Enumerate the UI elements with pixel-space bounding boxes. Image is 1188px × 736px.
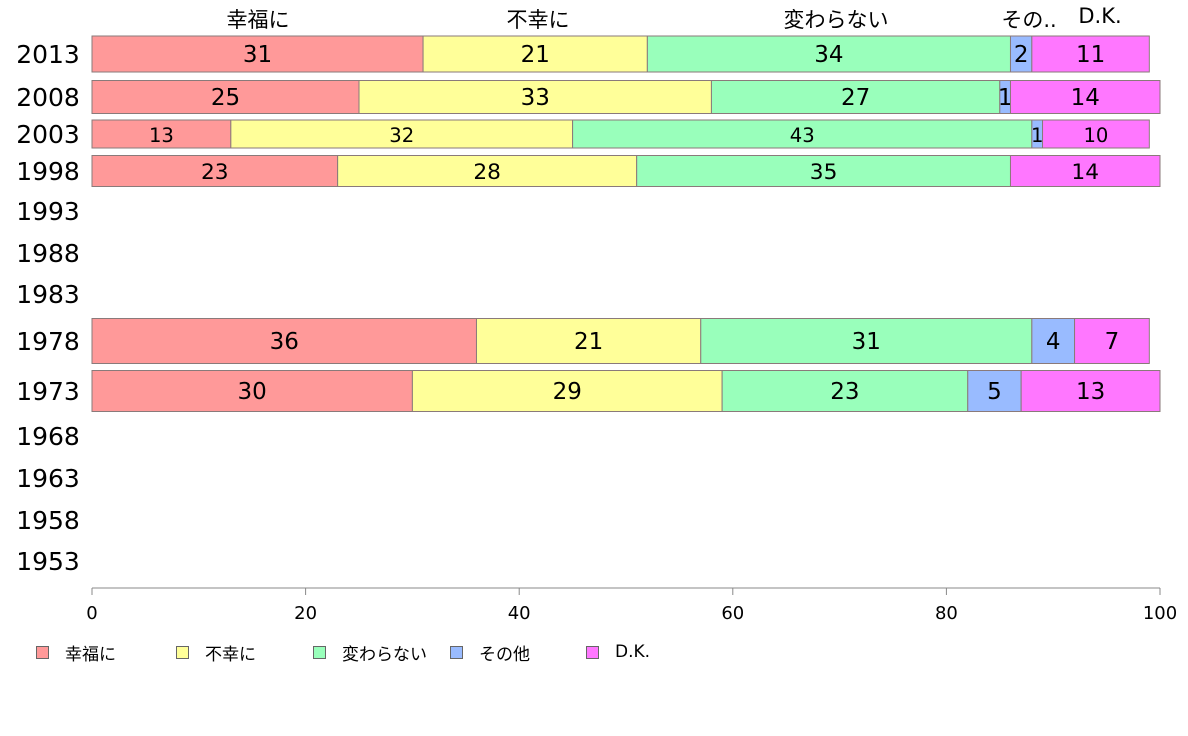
data-label: 30 — [238, 379, 267, 405]
x-tick-label: 100 — [1143, 603, 1177, 624]
data-label: 34 — [814, 42, 843, 68]
year-label: 1998 — [16, 157, 80, 186]
x-tick-label: 40 — [508, 603, 531, 624]
data-label: 21 — [521, 42, 550, 68]
data-label: 21 — [574, 329, 603, 355]
legend-label: 変わらない — [342, 644, 427, 665]
year-label: 2003 — [16, 120, 80, 149]
data-label: 2 — [1014, 42, 1029, 68]
data-label: 7 — [1105, 329, 1120, 355]
x-tick-label: 60 — [721, 603, 744, 624]
bar-segment — [411, 370, 723, 412]
data-label: 28 — [473, 160, 501, 185]
legend-swatch — [313, 645, 326, 659]
x-tick-label: 80 — [935, 603, 958, 624]
data-label: 13 — [1076, 379, 1105, 405]
bar-segment — [230, 119, 574, 149]
year-label: 1958 — [16, 506, 80, 535]
bar-segment — [475, 318, 702, 364]
bar-segment — [700, 318, 1033, 364]
header-label: 不幸に — [506, 8, 570, 32]
bar-segment — [1031, 318, 1076, 364]
bar-segment — [1031, 35, 1150, 73]
year-label: 1983 — [16, 280, 80, 309]
legend-swatch — [586, 645, 599, 659]
bar-segment — [1009, 155, 1161, 187]
legend-label: 不幸に — [205, 644, 256, 665]
data-label: 23 — [201, 160, 229, 185]
year-label: 1963 — [16, 464, 80, 493]
bar-segment — [1020, 370, 1161, 412]
year-label: 1968 — [16, 422, 80, 451]
legend-label: D.K. — [615, 642, 651, 662]
x-tick-label: 0 — [86, 603, 97, 624]
year-label: 2013 — [16, 40, 80, 69]
x-axis: 0 20 40 60 80 100 — [86, 587, 1177, 624]
legend-swatch — [176, 645, 189, 659]
legend: 幸福に 不幸に 変わらない その他 D.K. — [36, 640, 936, 665]
bar-segment — [636, 155, 1011, 187]
data-label: 14 — [1071, 85, 1100, 111]
legend-item: 変わらない — [313, 640, 427, 665]
bar-segment — [91, 119, 232, 149]
year-label: 1993 — [16, 197, 80, 226]
year-label: 1978 — [16, 327, 80, 356]
bar-segment — [91, 155, 339, 187]
bar-segment — [572, 119, 1033, 149]
bar-segment — [646, 35, 1011, 73]
bar-segment — [1009, 80, 1161, 114]
data-label: 32 — [389, 124, 414, 147]
legend-item: その他 — [450, 640, 530, 665]
bar-segment — [1074, 318, 1150, 364]
data-label: 43 — [790, 124, 815, 147]
bar-segment — [422, 35, 648, 73]
legend-label: その他 — [479, 644, 530, 665]
data-label: 14 — [1071, 160, 1099, 185]
bar-segment — [358, 80, 712, 114]
legend-item: 幸福に — [36, 640, 116, 665]
bar-segment — [337, 155, 638, 187]
data-label: 29 — [553, 379, 582, 405]
legend-item: 不幸に — [176, 640, 256, 665]
year-label: 1973 — [16, 377, 80, 406]
header-label: その.. — [1001, 8, 1057, 32]
year-label: 1988 — [16, 239, 80, 268]
year-labels: 2013 2008 2003 1998 1993 1988 1983 1978 1973 1968… — [16, 40, 80, 576]
data-label: 25 — [211, 85, 240, 111]
bar-segment — [721, 370, 969, 412]
bar-segment — [1042, 119, 1150, 149]
header-label: D.K. — [1078, 4, 1122, 28]
bar-segment — [91, 80, 360, 114]
data-label: 36 — [270, 329, 299, 355]
legend-swatch — [36, 645, 49, 659]
bar-segment — [967, 370, 1022, 412]
legend-item: D.K. — [586, 640, 650, 664]
data-label: 33 — [521, 85, 550, 111]
data-label: 31 — [852, 329, 881, 355]
data-label: 10 — [1083, 124, 1108, 147]
data-label: 5 — [987, 379, 1002, 405]
data-label: 13 — [149, 124, 174, 147]
legend-swatch — [450, 645, 463, 659]
data-label: 27 — [841, 85, 870, 111]
data-label: 1 — [998, 85, 1013, 111]
year-label: 2008 — [16, 83, 80, 112]
data-label: 11 — [1076, 42, 1105, 68]
data-label: 23 — [830, 379, 859, 405]
data-label: 4 — [1046, 329, 1061, 355]
header-label: 幸福に — [226, 8, 290, 32]
bar-segment — [91, 318, 477, 364]
data-label: 1 — [1031, 124, 1043, 147]
data-label: 35 — [810, 160, 838, 185]
year-label: 1953 — [16, 547, 80, 576]
bar-segment — [91, 35, 424, 73]
bar-segment — [91, 370, 413, 412]
legend-label: 幸福に — [65, 644, 116, 665]
data-label: 31 — [243, 42, 272, 68]
x-tick-label: 20 — [294, 603, 317, 624]
header-label: 変わらない — [783, 8, 889, 32]
